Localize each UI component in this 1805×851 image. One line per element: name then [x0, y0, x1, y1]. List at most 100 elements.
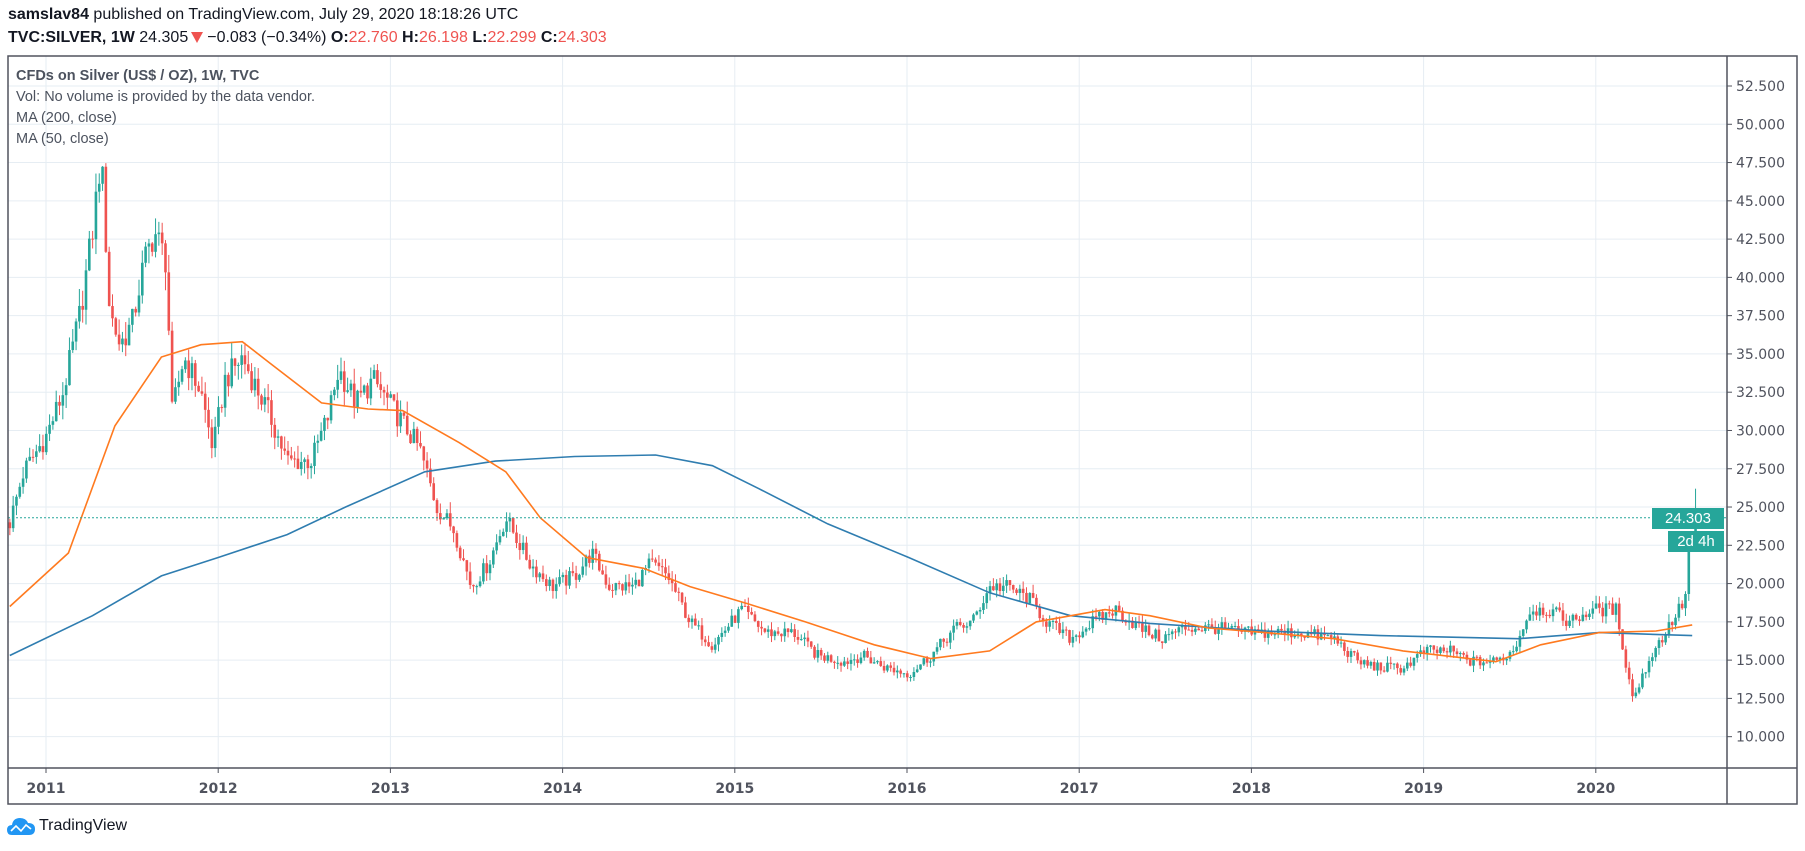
candle-down	[485, 563, 488, 574]
candle-down	[588, 555, 591, 563]
candle-down	[1147, 625, 1151, 636]
y-tick-label: 20.000	[1736, 577, 1785, 593]
candle-down	[468, 571, 472, 585]
y-tick-label: 22.500	[1736, 538, 1785, 554]
candle-down	[604, 574, 608, 585]
candle-up	[1551, 609, 1555, 617]
candle-down	[535, 566, 538, 578]
candle-down	[1213, 627, 1217, 634]
tradingview-logo[interactable]: TradingView	[7, 816, 127, 836]
candle-up	[1538, 607, 1542, 616]
candle-up	[1505, 658, 1508, 661]
candle-down	[256, 378, 260, 396]
candle-down	[296, 458, 300, 470]
candle-down	[574, 573, 578, 580]
candle-down	[1574, 614, 1578, 620]
candle-up	[1177, 627, 1181, 633]
candle-down	[1399, 668, 1402, 673]
candle-up	[1581, 614, 1585, 621]
candle-down	[425, 460, 429, 469]
candle-down	[879, 661, 883, 666]
candle-down	[366, 385, 369, 399]
candle-down	[1617, 603, 1621, 630]
y-tick-label: 27.500	[1736, 462, 1785, 478]
candle-up	[713, 644, 717, 650]
chart-frame	[7, 55, 1798, 805]
candle-up	[803, 637, 806, 640]
candle-down	[846, 661, 849, 664]
candle-down	[458, 547, 462, 559]
candle-up	[1488, 661, 1492, 663]
candle-down	[733, 615, 737, 623]
candle-down	[382, 389, 386, 393]
candle-down	[1631, 679, 1634, 697]
candle-up	[1412, 657, 1416, 666]
candle-down	[796, 636, 800, 640]
candle-down	[1624, 649, 1628, 668]
candle-down	[654, 559, 657, 563]
candle-up	[399, 412, 402, 427]
candle-up	[531, 566, 535, 569]
candle-down	[170, 330, 174, 402]
legend-ma200[interactable]: MA (200, close)	[16, 110, 117, 126]
axes: 10.000 12.500 15.000 17.500 20.000 22.500 25.0…	[7, 55, 1798, 805]
candle-up	[1521, 629, 1525, 636]
candle-down	[763, 628, 767, 632]
candle-down	[1455, 651, 1459, 655]
candle-up	[922, 658, 926, 665]
price-change: −0.083 (−0.34%)	[207, 29, 327, 46]
y-tick-label: 32.500	[1736, 385, 1785, 401]
candle-down	[607, 584, 611, 590]
candle-up	[1051, 620, 1055, 622]
candle-up	[180, 369, 184, 382]
candle-down	[869, 657, 873, 664]
candle-up	[445, 513, 449, 519]
candle-down	[1141, 623, 1144, 632]
candle-down	[270, 400, 273, 425]
candle-down	[856, 659, 859, 663]
legend-ma50[interactable]: MA (50, close)	[16, 131, 109, 147]
candle-down	[306, 459, 310, 469]
low-label: L:	[472, 29, 488, 46]
candle-down	[1038, 606, 1042, 619]
candle-up	[1634, 692, 1638, 697]
author-name[interactable]: samslav84	[8, 6, 89, 23]
candle-up	[634, 579, 638, 585]
candle-up	[1402, 668, 1406, 673]
candle-up	[1429, 645, 1432, 647]
candle-up	[88, 238, 91, 271]
candle-up	[1005, 580, 1008, 586]
candle-down	[670, 579, 674, 584]
candle-down	[379, 384, 383, 390]
candle-down	[819, 650, 823, 656]
candle-up	[1061, 629, 1065, 634]
candle-up	[1525, 620, 1528, 630]
candle-down	[1601, 607, 1604, 617]
candle-up	[51, 421, 55, 425]
candle-down	[117, 334, 121, 345]
candle-up	[1647, 661, 1651, 673]
candle-down	[1011, 585, 1015, 590]
candle-down	[167, 272, 171, 331]
candle-up	[717, 636, 720, 645]
candle-down	[435, 500, 439, 514]
candle-down	[405, 415, 409, 435]
y-tick-label: 17.500	[1736, 615, 1785, 631]
candle-up	[554, 584, 558, 592]
candle-up	[1684, 593, 1687, 609]
candle-down	[233, 358, 237, 366]
candle-down	[627, 582, 631, 587]
candle-down	[419, 442, 422, 447]
candle-down	[541, 573, 545, 580]
candle-down	[1445, 651, 1449, 653]
candle-down	[925, 658, 929, 663]
candle-up	[11, 505, 15, 529]
candle-down	[710, 646, 714, 650]
candle-down	[684, 602, 687, 618]
candle-up	[1439, 647, 1442, 653]
candle-up	[303, 459, 306, 462]
candle-up	[1376, 662, 1379, 671]
candle-down	[326, 417, 330, 421]
candle-down	[273, 424, 277, 438]
